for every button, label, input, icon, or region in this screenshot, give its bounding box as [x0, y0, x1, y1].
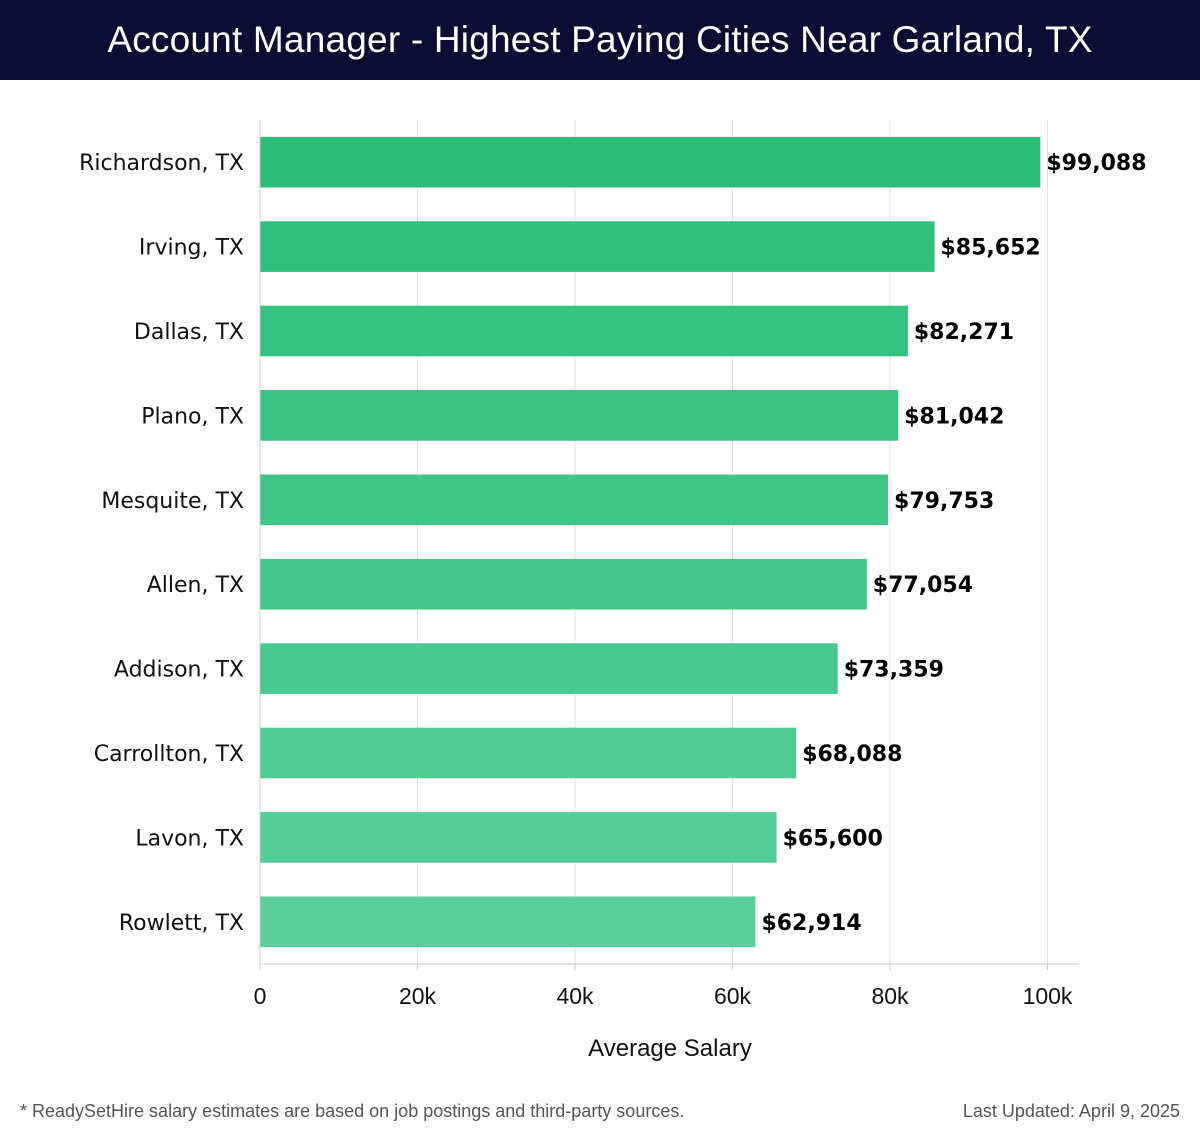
category-label: Carrollton, TX — [94, 742, 244, 767]
bar-plano-tx — [260, 390, 899, 441]
category-label: Rowlett, TX — [119, 911, 244, 936]
title-bar: Account Manager - Highest Paying Cities … — [0, 0, 1200, 80]
bar-allen-tx — [260, 558, 867, 610]
value-label: $77,054 — [873, 573, 973, 598]
category-label: Plano, TX — [141, 404, 244, 429]
chart-title: Account Manager - Highest Paying Cities … — [107, 19, 1093, 60]
category-label: Allen, TX — [147, 573, 244, 598]
category-label: Lavon, TX — [135, 826, 244, 851]
bar-layer — [260, 136, 1041, 948]
x-tick-label: 60k — [714, 983, 752, 1009]
value-label: $62,914 — [761, 911, 861, 936]
x-tick-label: 0 — [254, 983, 267, 1009]
value-label: $65,600 — [783, 826, 883, 851]
x-axis-title: Average Salary — [588, 1035, 752, 1062]
x-tick-label: 80k — [871, 983, 909, 1009]
value-label: $68,088 — [802, 742, 902, 767]
footer-note: * ReadySetHire salary estimates are base… — [20, 1101, 685, 1121]
category-label: Richardson, TX — [79, 151, 244, 176]
category-label: Mesquite, TX — [101, 489, 244, 514]
x-tick-label: 40k — [556, 983, 594, 1009]
bar-richardson-tx — [260, 136, 1041, 188]
category-label: Dallas, TX — [134, 320, 244, 345]
x-tick-label: 20k — [399, 983, 437, 1009]
value-label: $73,359 — [844, 658, 944, 683]
value-label: $82,271 — [914, 320, 1014, 345]
bar-carrollton-tx — [260, 727, 797, 779]
axis-layer: 0 20k 40k 60k 80k 100k — [254, 120, 1079, 1009]
value-label: $99,088 — [1046, 151, 1146, 176]
bar-irving-tx — [260, 221, 935, 272]
bar-mesquite-tx — [260, 474, 889, 526]
label-layer: Richardson, TX $99,088 Irving, TX $85,652 Da… — [79, 151, 1146, 936]
value-label: $81,042 — [904, 404, 1004, 429]
bar-addison-tx — [260, 643, 838, 694]
x-tick-label: 100k — [1023, 983, 1073, 1009]
last-updated: Last Updated: April 9, 2025 — [962, 1101, 1180, 1121]
category-label: Irving, TX — [139, 236, 244, 261]
salary-bar-chart: Richardson, TX $99,088 Irving, TX $85,652 Da… — [79, 120, 1147, 1062]
category-label: Addison, TX — [114, 658, 244, 683]
bar-lavon-tx — [260, 812, 777, 863]
value-label: $85,652 — [941, 236, 1041, 261]
value-label: $79,753 — [894, 489, 994, 514]
bar-rowlett-tx — [260, 896, 756, 948]
bar-dallas-tx — [260, 305, 908, 357]
